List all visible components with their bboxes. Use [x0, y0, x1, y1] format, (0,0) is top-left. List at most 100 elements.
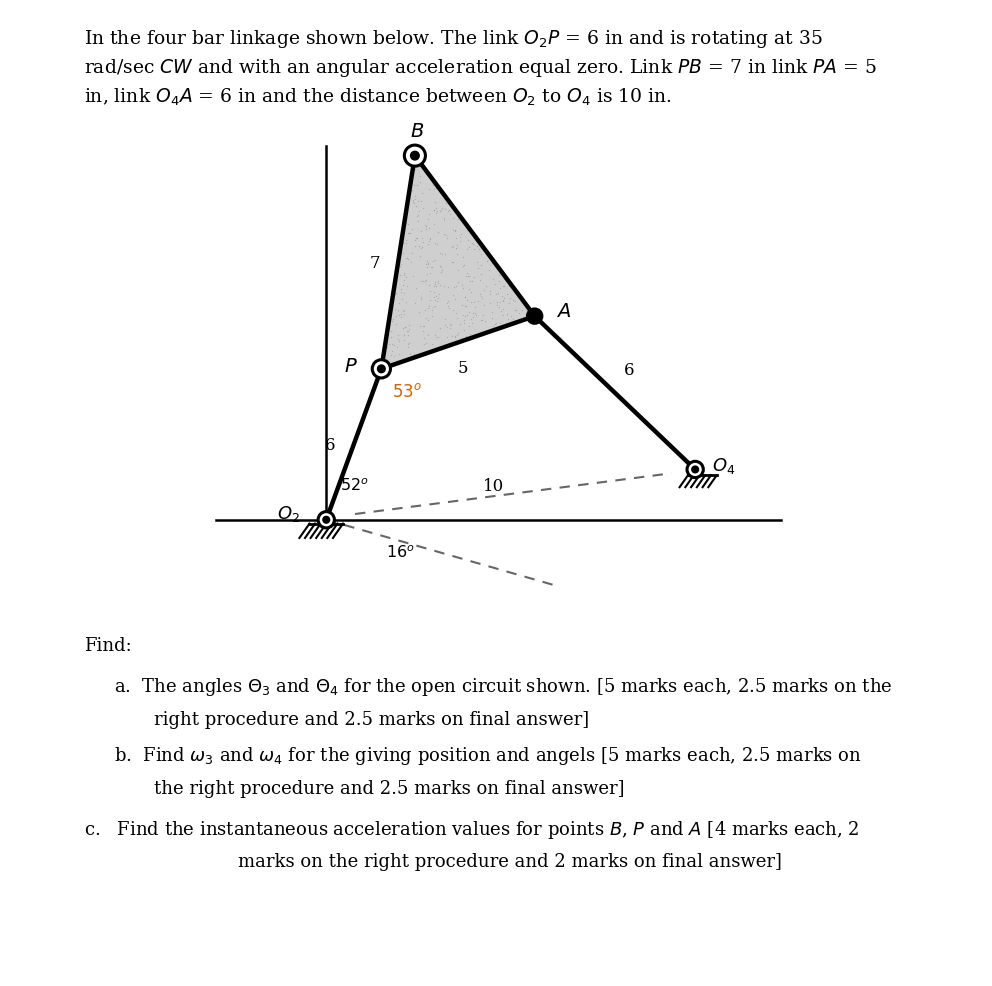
Circle shape: [687, 461, 703, 478]
Text: right procedure and 2.5 marks on final answer]: right procedure and 2.5 marks on final a…: [154, 710, 589, 728]
Point: [455, 308, 471, 323]
Point: [463, 226, 479, 242]
Point: [432, 321, 447, 337]
Point: [411, 213, 427, 229]
Point: [507, 284, 523, 300]
Point: [439, 330, 455, 346]
Text: 7: 7: [369, 254, 380, 271]
Point: [384, 337, 400, 353]
Point: [459, 293, 475, 309]
Point: [397, 320, 413, 336]
Point: [427, 203, 442, 219]
Point: [448, 279, 464, 295]
Point: [427, 182, 442, 198]
Point: [507, 294, 523, 310]
Point: [473, 289, 489, 305]
Point: [469, 240, 485, 255]
Point: [452, 230, 468, 246]
Text: b.  Find $\omega_3$ and $\omega_4$ for the giving position and angels [5 marks e: b. Find $\omega_3$ and $\omega_4$ for th…: [114, 744, 862, 766]
Point: [454, 298, 470, 314]
Point: [461, 240, 477, 255]
Point: [436, 227, 452, 243]
Point: [428, 328, 443, 344]
Circle shape: [372, 360, 391, 379]
Point: [395, 246, 411, 261]
Point: [472, 287, 488, 303]
Point: [479, 254, 495, 270]
Point: [391, 334, 407, 350]
Point: [427, 299, 442, 315]
Point: [439, 294, 455, 310]
Point: [457, 309, 473, 324]
Point: [450, 212, 466, 228]
Point: [492, 295, 508, 311]
Point: [425, 253, 440, 269]
Point: [464, 316, 480, 331]
Point: [400, 217, 416, 233]
Circle shape: [405, 146, 426, 167]
Point: [418, 257, 434, 273]
Point: [495, 293, 511, 309]
Point: [403, 226, 419, 242]
Point: [420, 266, 435, 282]
Point: [408, 281, 424, 297]
Point: [500, 312, 516, 327]
Point: [442, 321, 458, 337]
Point: [507, 285, 523, 301]
Point: [437, 195, 453, 211]
Point: [424, 260, 439, 276]
Point: [459, 223, 475, 239]
Point: [400, 328, 416, 344]
Point: [384, 314, 400, 329]
Point: [421, 211, 436, 227]
Point: [398, 250, 414, 266]
Point: [434, 260, 449, 276]
Point: [393, 307, 409, 322]
Point: [422, 283, 437, 299]
Point: [448, 312, 464, 327]
Point: [465, 237, 481, 252]
Point: [448, 232, 464, 247]
Point: [385, 312, 401, 327]
Point: [396, 304, 412, 319]
Point: [415, 240, 431, 255]
Point: [413, 241, 429, 256]
Point: [447, 330, 463, 346]
Point: [432, 259, 447, 275]
Point: [428, 289, 443, 305]
Point: [416, 324, 432, 340]
Point: [428, 181, 443, 197]
Point: [431, 291, 446, 307]
Point: [421, 327, 436, 343]
Point: [431, 275, 446, 291]
Point: [440, 299, 456, 315]
Point: [449, 327, 465, 343]
Point: [456, 290, 472, 306]
Point: [455, 214, 471, 230]
Point: [420, 259, 435, 275]
Point: [426, 174, 441, 189]
Point: [404, 182, 420, 198]
Circle shape: [691, 466, 698, 473]
Point: [501, 278, 517, 294]
Point: [399, 250, 415, 266]
Point: [456, 299, 472, 315]
Point: [467, 306, 483, 321]
Point: [418, 218, 434, 234]
Text: $P$: $P$: [343, 358, 357, 376]
Point: [398, 237, 414, 252]
Point: [434, 246, 450, 262]
Point: [458, 308, 474, 323]
Point: [461, 305, 477, 320]
Point: [416, 235, 432, 250]
Point: [396, 237, 412, 252]
Point: [384, 343, 400, 359]
Point: [399, 295, 415, 311]
Point: [400, 323, 416, 339]
Point: [464, 273, 480, 289]
Point: [405, 194, 421, 210]
Point: [450, 325, 466, 341]
Point: [401, 197, 417, 213]
Point: [444, 255, 460, 271]
Point: [414, 273, 430, 289]
